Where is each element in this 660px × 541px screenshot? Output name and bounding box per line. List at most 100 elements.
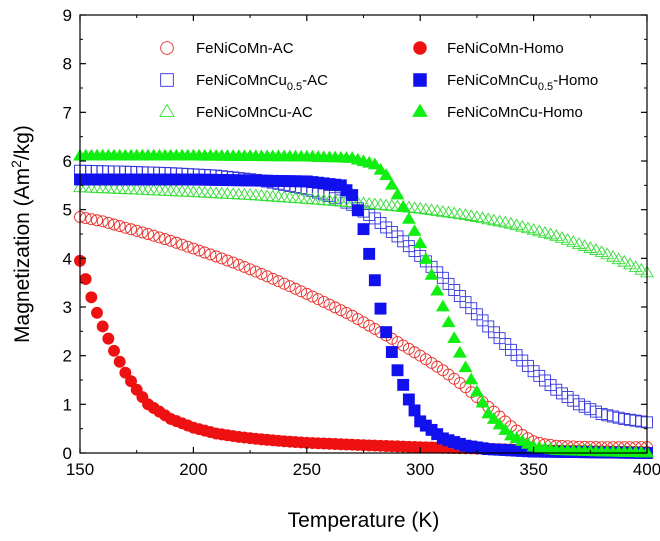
- data-point: [396, 199, 411, 212]
- legend-item: FeNiCoMnCu-AC: [159, 103, 313, 121]
- data-point: [397, 378, 410, 391]
- data-point: [125, 223, 137, 236]
- series-layer: [73, 148, 654, 459]
- x-tick-label: 200: [179, 460, 207, 479]
- data-point: [617, 254, 632, 267]
- data-point: [210, 250, 223, 263]
- data-point: [119, 366, 132, 379]
- data-point: [397, 339, 410, 352]
- data-point: [170, 236, 183, 249]
- legend-label: FeNiCoMnCu0.5-AC: [196, 72, 328, 93]
- data-point: [153, 231, 166, 244]
- data-point: [193, 244, 206, 257]
- data-point: [458, 360, 473, 373]
- data-point: [498, 423, 513, 435]
- data-point: [549, 229, 564, 241]
- data-point: [402, 393, 415, 406]
- data-point: [363, 319, 376, 332]
- legend-marker: [160, 73, 174, 87]
- data-point: [176, 238, 189, 251]
- data-point: [255, 267, 268, 280]
- y-tick-label: 7: [63, 103, 72, 122]
- data-point: [418, 252, 433, 264]
- data-point: [589, 243, 603, 255]
- data-point: [300, 287, 313, 300]
- legend-marker: [412, 103, 428, 117]
- data-point: [159, 233, 172, 246]
- data-point: [221, 254, 234, 267]
- legend-label: FeNiCoMn-Homo: [447, 40, 564, 57]
- data-point: [390, 187, 405, 200]
- data-point: [96, 320, 109, 333]
- y-tick-label: 1: [63, 395, 72, 414]
- data-point: [594, 245, 609, 257]
- legend: FeNiCoMn-AC FeNiCoMnCu0.5-AC FeNiCoMnCu-AC…: [159, 40, 598, 121]
- data-point: [181, 240, 194, 253]
- y-tick-label: 4: [63, 249, 72, 268]
- x-tick-label: 250: [293, 460, 321, 479]
- data-point: [481, 406, 496, 419]
- data-point: [244, 263, 257, 276]
- data-point: [373, 162, 388, 175]
- legend-label: FeNiCoMnCu-AC: [196, 104, 313, 121]
- data-point: [424, 267, 439, 280]
- x-tick-label: 400: [633, 460, 660, 479]
- data-point: [147, 229, 160, 242]
- data-point: [295, 285, 308, 298]
- data-point: [606, 249, 620, 262]
- data-point: [113, 355, 126, 368]
- legend-label: FeNiCoMnCu-Homo: [447, 104, 583, 121]
- data-point: [317, 295, 330, 308]
- data-point: [623, 257, 637, 270]
- data-point: [408, 404, 421, 417]
- data-point: [187, 242, 200, 255]
- data-point: [357, 223, 370, 236]
- data-point: [430, 283, 445, 296]
- data-point: [486, 412, 501, 424]
- data-point: [96, 215, 109, 228]
- data-point: [164, 234, 177, 247]
- data-point: [125, 375, 137, 388]
- data-point: [334, 304, 347, 317]
- data-point: [113, 220, 126, 233]
- data-point: [272, 275, 285, 288]
- data-point: [431, 360, 444, 373]
- data-point: [91, 306, 103, 319]
- x-tick-label: 300: [406, 460, 434, 479]
- data-point: [408, 346, 421, 359]
- data-point: [198, 246, 211, 259]
- data-point: [142, 228, 154, 240]
- data-point: [628, 260, 643, 272]
- legend-item: FeNiCoMnCu-Homo: [412, 103, 583, 121]
- data-point: [102, 216, 115, 229]
- data-point: [571, 237, 586, 249]
- axis-layer: 150 200 250 300 350 400 0 1 2 3 4 5 6 7 8 9: [63, 6, 660, 479]
- data-point: [227, 256, 240, 269]
- data-point: [577, 239, 592, 251]
- data-point: [91, 214, 103, 227]
- data-point: [85, 291, 98, 304]
- data-point: [266, 272, 279, 285]
- data-point: [363, 247, 376, 260]
- data-point: [130, 224, 143, 237]
- data-point: [368, 274, 381, 287]
- y-axis-title-text: Magnetization (Am: [11, 168, 34, 343]
- legend-item: FeNiCoMnCu0.5-AC: [160, 72, 328, 93]
- y-tick-label: 2: [63, 347, 72, 366]
- y-axis-title-superscript: 2: [8, 160, 24, 168]
- data-point: [419, 353, 432, 366]
- legend-item: FeNiCoMnCu0.5-Homo: [413, 72, 598, 93]
- data-point: [611, 252, 626, 265]
- data-point: [329, 301, 342, 314]
- data-point: [346, 189, 359, 202]
- x-axis-title: Temperature (K): [288, 509, 440, 532]
- data-point: [600, 247, 615, 260]
- y-tick-label: 3: [63, 298, 72, 317]
- data-point: [583, 241, 598, 253]
- data-point: [380, 326, 393, 339]
- data-point: [215, 252, 228, 265]
- data-point: [447, 331, 462, 343]
- data-point: [232, 258, 245, 271]
- data-point: [384, 177, 399, 190]
- y-tick-label: 5: [63, 201, 72, 220]
